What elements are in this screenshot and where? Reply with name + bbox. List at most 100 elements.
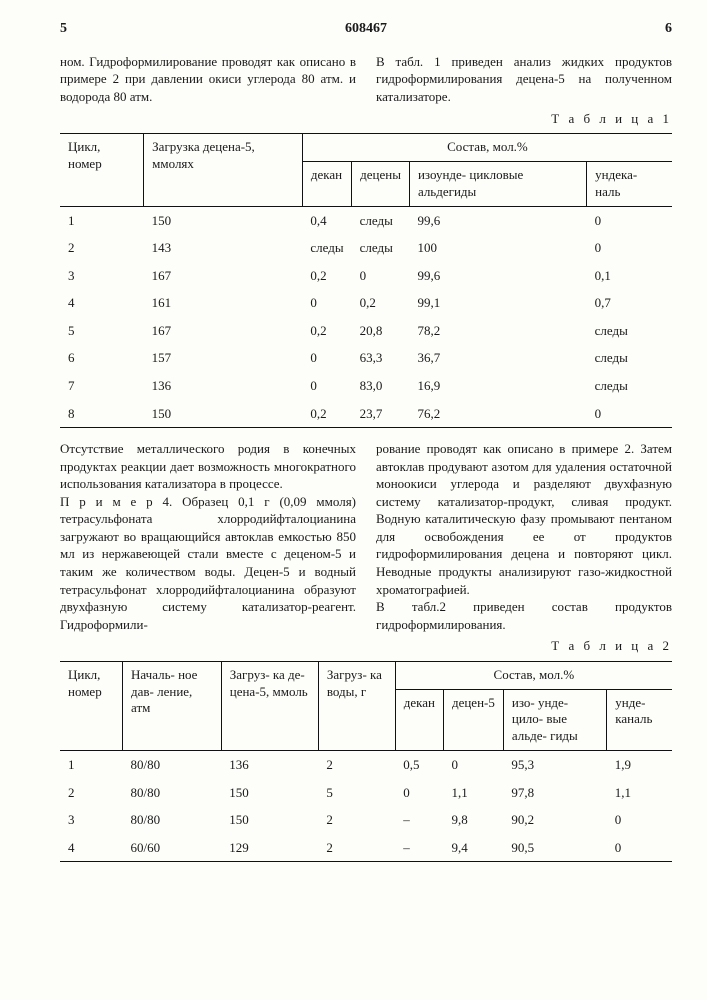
table-cell: 9,8	[443, 806, 503, 834]
table-cell: 0,5	[395, 751, 443, 779]
page-left: 5	[60, 20, 67, 39]
table-cell: 23,7	[352, 400, 410, 428]
table-cell: 60/60	[123, 834, 222, 862]
page-header: 5 608467 6	[60, 20, 672, 39]
mid-columns: Отсутствие металлического родия в конечн…	[60, 440, 672, 633]
table-cell: 0	[607, 834, 672, 862]
table-cell: 150	[221, 806, 318, 834]
table-cell: 63,3	[352, 344, 410, 372]
table-cell: 2	[60, 779, 123, 807]
t2-h-g2: децен-5	[443, 689, 503, 751]
mid-left: Отсутствие металлического родия в конечн…	[60, 440, 356, 633]
t1-h-group: Состав, мол.%	[302, 134, 672, 162]
table-cell: 4	[60, 289, 144, 317]
table-cell: 4	[60, 834, 123, 862]
table-cell: 129	[221, 834, 318, 862]
table-cell: следы	[352, 206, 410, 234]
table-cell: 0	[302, 344, 351, 372]
table-cell: 0	[302, 372, 351, 400]
table-cell: 20,8	[352, 317, 410, 345]
t2-h-c2: Началь- ное дав- ление, атм	[123, 661, 222, 751]
table-cell: 80/80	[123, 751, 222, 779]
table-cell: 1,1	[443, 779, 503, 807]
table-cell: 0,1	[587, 262, 672, 290]
table-cell: –	[395, 806, 443, 834]
table2-caption: Т а б л и ц а 2	[60, 637, 672, 655]
page-right: 6	[665, 20, 672, 39]
t2-h-g4: унде- каналь	[607, 689, 672, 751]
table-cell: 150	[144, 206, 303, 234]
page-center: 608467	[345, 20, 387, 39]
table-cell: 99,1	[409, 289, 586, 317]
table-cell: 136	[144, 372, 303, 400]
table-cell: 0	[587, 400, 672, 428]
table-cell: 8	[60, 400, 144, 428]
intro-columns: ном. Гидроформилирование проводят как оп…	[60, 53, 672, 106]
table-cell: –	[395, 834, 443, 862]
t2-h-group: Состав, мол.%	[395, 661, 672, 689]
table-cell: 99,6	[409, 206, 586, 234]
table-cell: 2	[60, 234, 144, 262]
table-cell: следы	[587, 344, 672, 372]
table-cell: 3	[60, 262, 144, 290]
table-cell: 157	[144, 344, 303, 372]
table-cell: 99,6	[409, 262, 586, 290]
table-cell: 143	[144, 234, 303, 262]
table-cell: 0,2	[352, 289, 410, 317]
table-cell: 78,2	[409, 317, 586, 345]
table-cell: 0,2	[302, 317, 351, 345]
table-cell: 80/80	[123, 779, 222, 807]
t2-h-c1: Цикл, номер	[60, 661, 123, 751]
table-cell: 7	[60, 372, 144, 400]
table-cell: 1	[60, 206, 144, 234]
t1-h-load: Загрузка децена-5, ммолях	[144, 134, 303, 207]
table-cell: 0	[395, 779, 443, 807]
table-cell: 0	[587, 206, 672, 234]
table-cell: 167	[144, 262, 303, 290]
table-cell: следы	[587, 372, 672, 400]
t2-h-g3: изо- унде- цило- вые альде- гиды	[503, 689, 606, 751]
table-cell: 90,5	[503, 834, 606, 862]
table-cell: 100	[409, 234, 586, 262]
table-cell: 167	[144, 317, 303, 345]
table-cell: 150	[221, 779, 318, 807]
t1-h-g4: ундека- наль	[587, 161, 672, 206]
table-cell: 150	[144, 400, 303, 428]
table-cell: 1,9	[607, 751, 672, 779]
table-cell: 83,0	[352, 372, 410, 400]
table-cell: 3	[60, 806, 123, 834]
table-cell: 97,8	[503, 779, 606, 807]
table-cell: 0	[587, 234, 672, 262]
t1-h-cycle: Цикл, номер	[60, 134, 144, 207]
t1-h-g3: изоунде- цикловые альдегиды	[409, 161, 586, 206]
table-cell: 6	[60, 344, 144, 372]
mid-right: рование проводят как описано в примере 2…	[376, 440, 672, 633]
table-cell: 95,3	[503, 751, 606, 779]
t2-h-c4: Загруз- ка воды, г	[318, 661, 395, 751]
table-cell: 90,2	[503, 806, 606, 834]
table-cell: 0	[607, 806, 672, 834]
t2-h-c3: Загруз- ка де- цена-5, ммоль	[221, 661, 318, 751]
table-cell: 2	[318, 806, 395, 834]
table2: Цикл, номер Началь- ное дав- ление, атм …	[60, 661, 672, 863]
table1-caption: Т а б л и ц а 1	[60, 110, 672, 128]
table-cell: 161	[144, 289, 303, 317]
table-cell: 136	[221, 751, 318, 779]
table-cell: 36,7	[409, 344, 586, 372]
table1: Цикл, номер Загрузка децена-5, ммолях Со…	[60, 133, 672, 428]
table-cell: 0	[443, 751, 503, 779]
table-cell: 0	[352, 262, 410, 290]
table-cell: следы	[352, 234, 410, 262]
table-cell: 0,2	[302, 262, 351, 290]
t2-h-g1: декан	[395, 689, 443, 751]
intro-left: ном. Гидроформилирование проводят как оп…	[60, 53, 356, 106]
table-cell: 9,4	[443, 834, 503, 862]
table-cell: следы	[302, 234, 351, 262]
table-cell: 80/80	[123, 806, 222, 834]
intro-right: В табл. 1 приведен анализ жидких продукт…	[376, 53, 672, 106]
table-cell: 2	[318, 834, 395, 862]
table-cell: 0,7	[587, 289, 672, 317]
t1-h-g2: децены	[352, 161, 410, 206]
table-cell: 5	[318, 779, 395, 807]
table-cell: 76,2	[409, 400, 586, 428]
